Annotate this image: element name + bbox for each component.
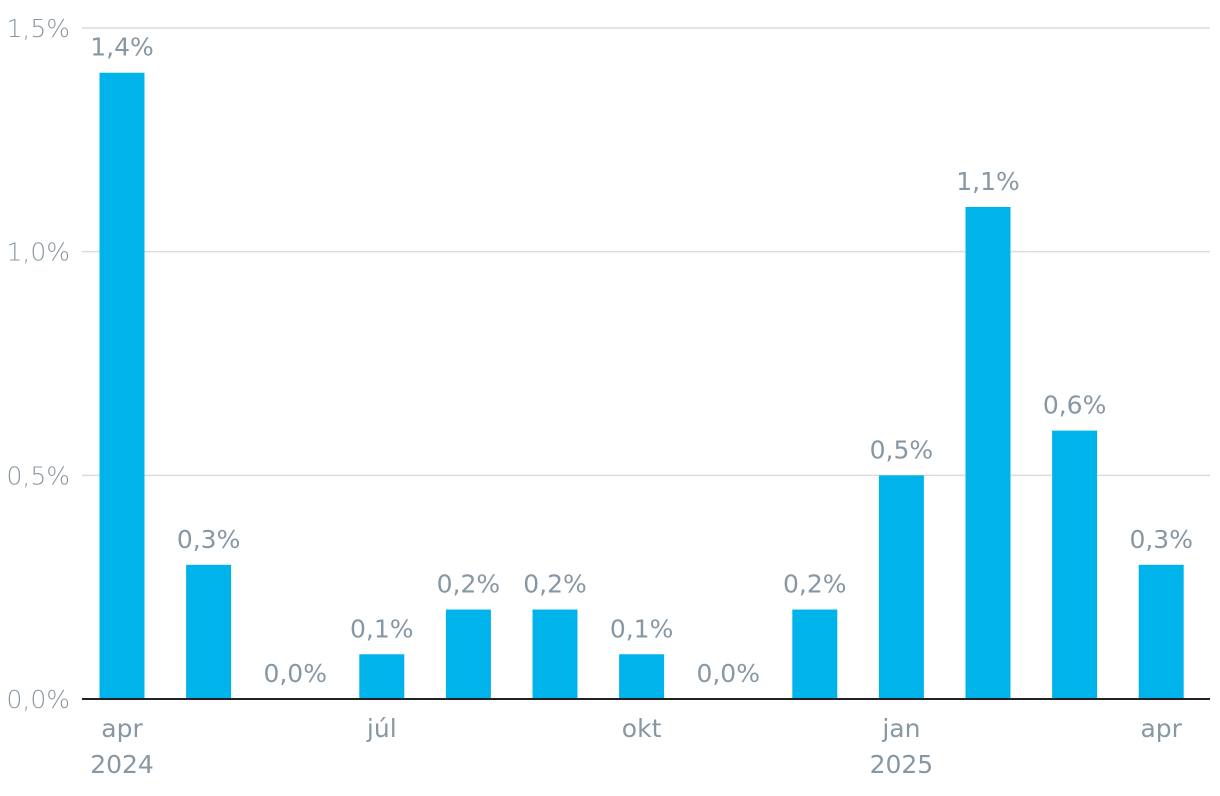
data-label: 0,6%	[1043, 391, 1107, 420]
x-tick-label: okt	[622, 714, 662, 743]
data-label: 0,2%	[783, 570, 847, 599]
bar	[1138, 564, 1184, 699]
data-label: 0,0%	[696, 659, 760, 688]
bar	[359, 654, 405, 699]
bars	[99, 72, 1184, 699]
y-tick-label: 1,0%	[6, 238, 70, 267]
data-label: 0,0%	[263, 659, 327, 688]
bar	[1052, 430, 1098, 699]
data-label: 0,2%	[437, 570, 501, 599]
y-axis-tick-labels: 0,0% 0,5% 1,0% 1,5%	[6, 14, 70, 714]
bar	[792, 609, 838, 699]
x-tick-label: júl	[366, 714, 397, 743]
bar	[532, 609, 578, 699]
bar	[965, 206, 1011, 699]
gridlines	[82, 27, 1210, 477]
y-tick-label: 0,5%	[6, 461, 70, 490]
x-tick-label: 2025	[870, 750, 934, 779]
bar	[619, 654, 665, 699]
bar	[445, 609, 491, 699]
x-tick-label: 2024	[90, 750, 154, 779]
data-label: 0,2%	[523, 570, 587, 599]
data-label: 1,1%	[956, 167, 1020, 196]
bar	[186, 564, 232, 699]
data-label: 1,4%	[90, 33, 154, 62]
bar	[878, 475, 924, 699]
y-tick-label: 0,0%	[6, 685, 70, 714]
data-label: 0,3%	[1129, 525, 1193, 554]
data-label: 0,1%	[350, 614, 414, 643]
data-label: 0,1%	[610, 614, 674, 643]
data-label: 0,5%	[870, 435, 934, 464]
bar	[99, 72, 145, 699]
y-tick-label: 1,5%	[6, 14, 70, 43]
x-tick-label: apr	[101, 714, 143, 743]
data-label: 0,3%	[177, 525, 241, 554]
x-tick-label: apr	[1140, 714, 1182, 743]
x-axis-tick-labels: apr 2024 júl okt jan 2025 apr	[90, 714, 1182, 779]
x-tick-label: jan	[881, 714, 920, 743]
data-labels: 1,4% 0,3% 0,0% 0,1% 0,2% 0,2% 0,1% 0,0% 0,2% 0,5%…	[90, 33, 1193, 688]
